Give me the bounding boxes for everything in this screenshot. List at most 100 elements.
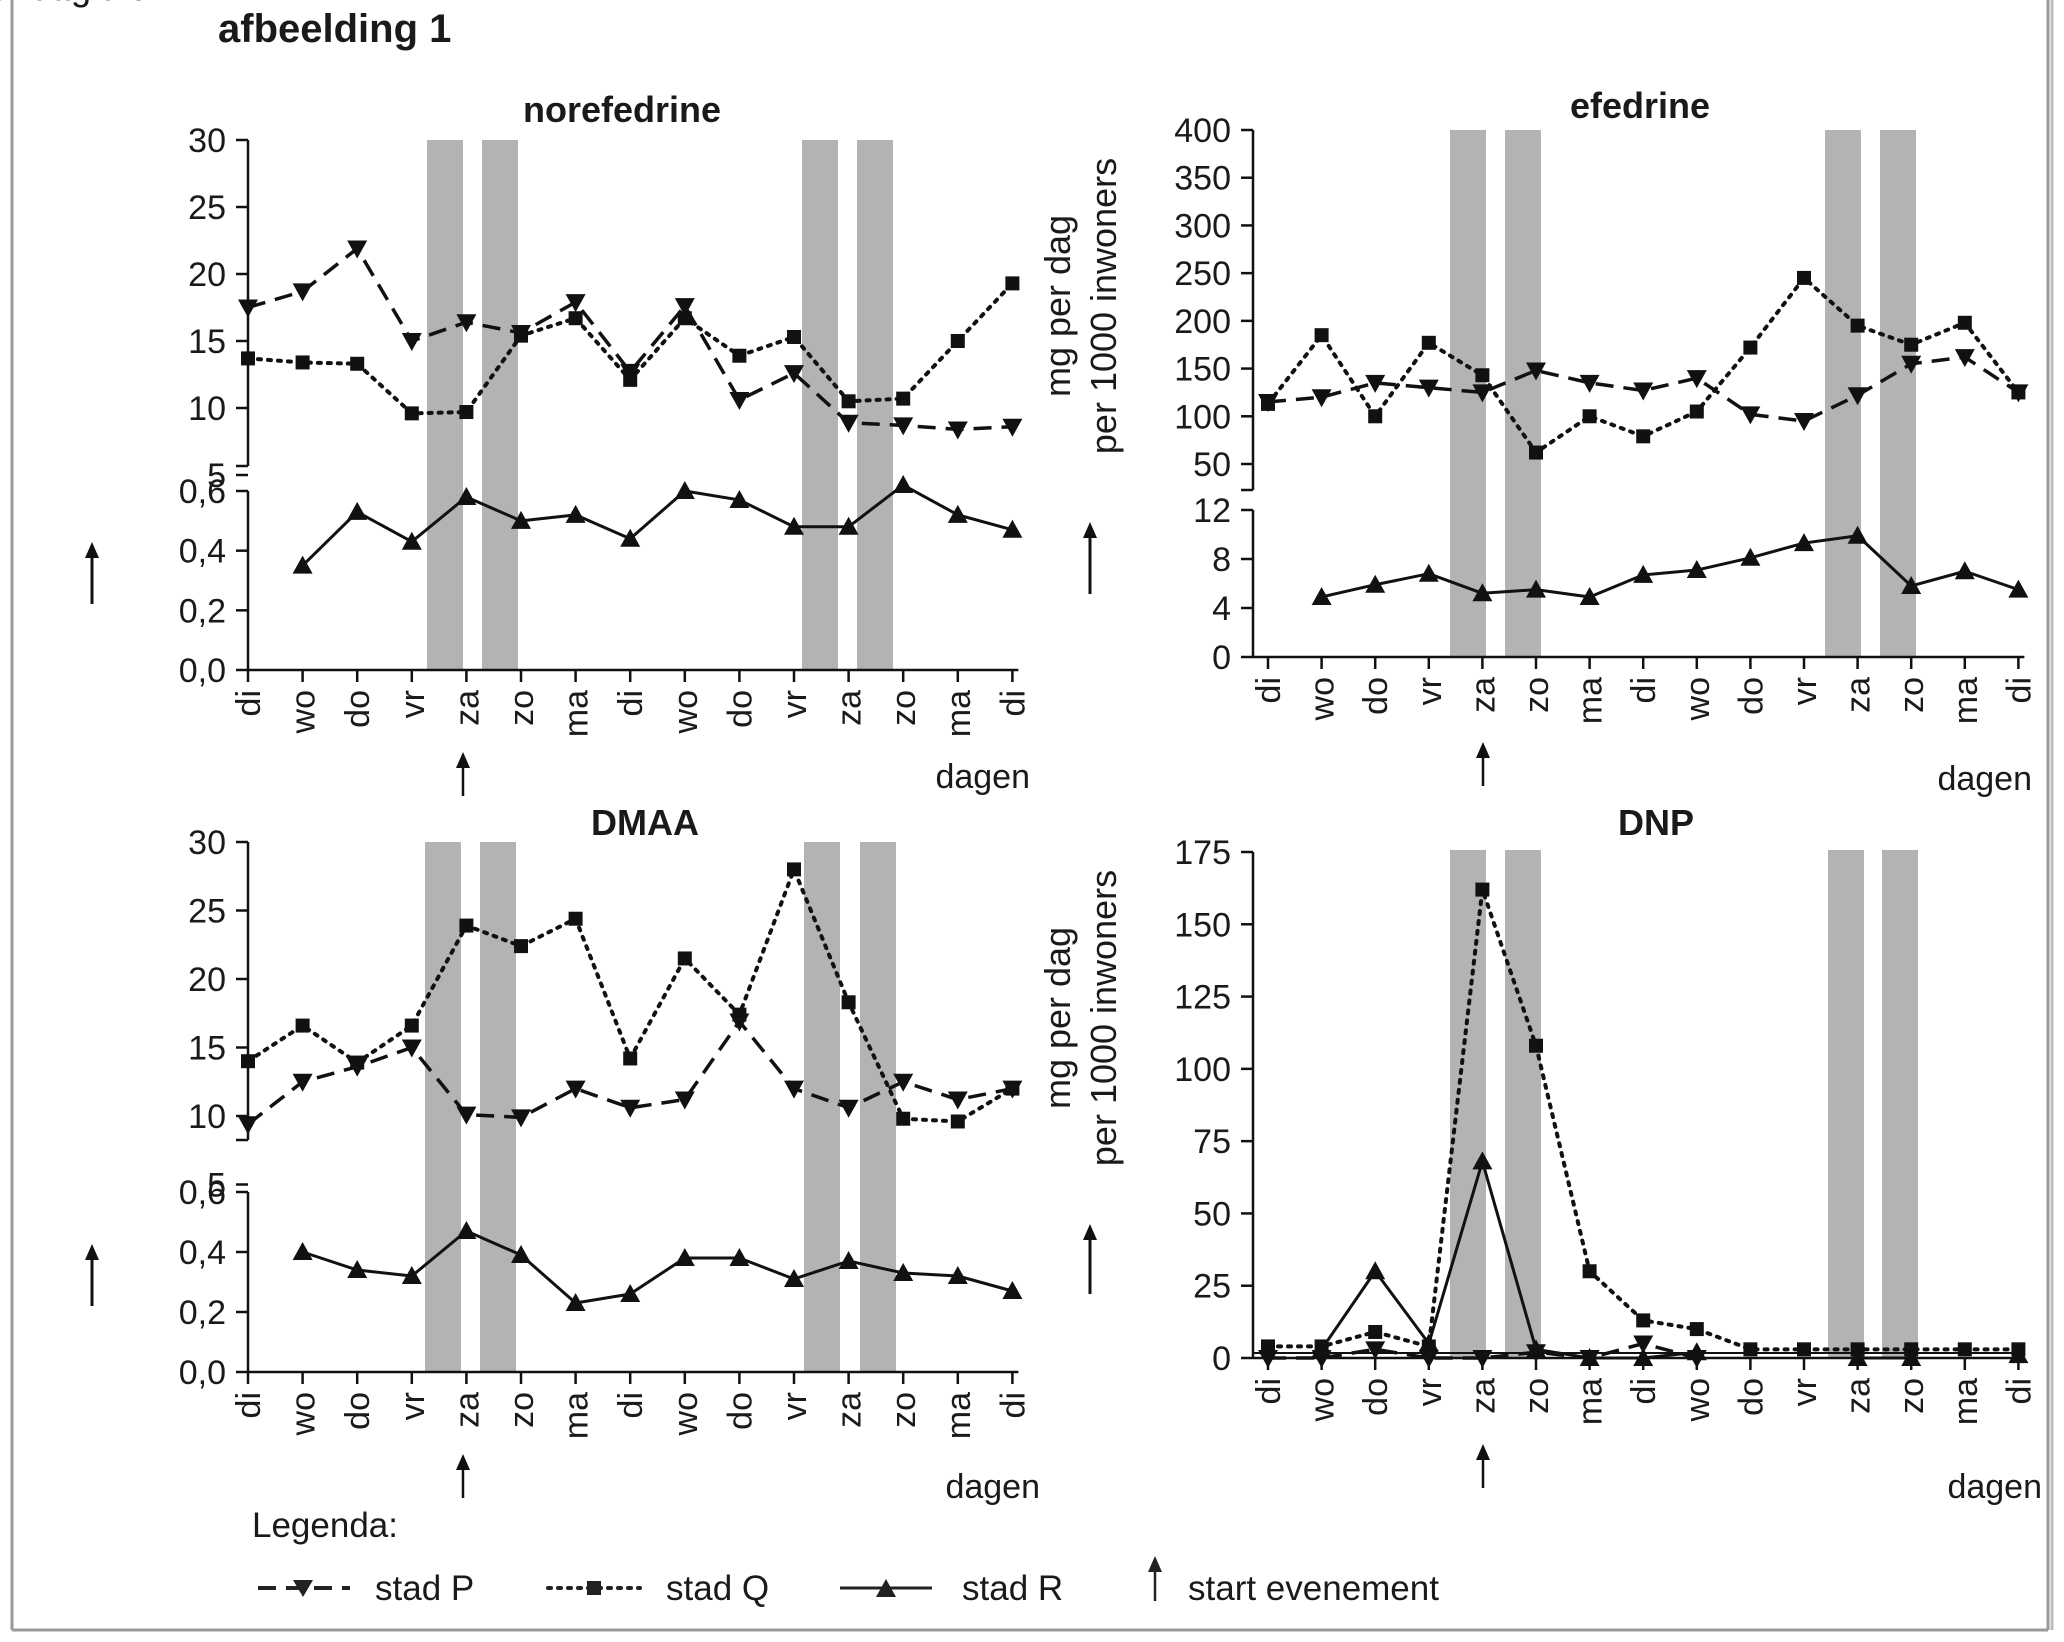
y-tick-label: 25: [1193, 1268, 1231, 1306]
data-point: [729, 489, 750, 508]
weekend-shading-zo: [1505, 130, 1541, 657]
arrow-up-icon: [85, 1244, 99, 1260]
y-tick-label: 150: [1174, 351, 1231, 389]
y-axis-label-line1: mg per dag: [0, 0, 91, 8]
x-tick-label: za: [448, 1392, 486, 1428]
series-stad-R: [1311, 525, 2029, 605]
data-point: [893, 417, 914, 436]
x-tick-label: wo: [1304, 1378, 1342, 1422]
y-tick-label: 5: [207, 457, 226, 495]
y-tick-label: 350: [1174, 160, 1231, 198]
data-point: [1847, 387, 1868, 406]
y-tick-label: 30: [188, 122, 226, 160]
data-point: [238, 299, 258, 318]
y-tick-label: 0,2: [179, 1294, 226, 1332]
data-point: [1475, 368, 1490, 383]
data-point: [1579, 586, 1600, 605]
arrow-up-icon: [1083, 522, 1097, 538]
y-tick-label: 200: [1174, 303, 1231, 341]
legend-marker-up-triangle: [876, 1579, 896, 1597]
data-point: [2011, 385, 2026, 400]
x-tick-label: zo: [1893, 1378, 1931, 1414]
data-point: [1472, 1350, 1493, 1368]
chart-3: DNP mg per dag per 1000 inwoners 175 150 125 1…: [1037, 802, 2042, 1506]
series-stad-P: [1258, 349, 2029, 432]
data-point: [565, 1080, 586, 1099]
data-point: [1005, 1081, 1020, 1096]
x-tick-label: zo: [1518, 1378, 1556, 1414]
data-point: [1526, 579, 1546, 598]
data-point: [1847, 1348, 1868, 1366]
data-point: [1314, 328, 1329, 343]
arrow-up-icon: [85, 542, 99, 558]
data-point: [1579, 1348, 1600, 1366]
x-tick-label: za: [831, 1392, 869, 1428]
data-point: [1526, 362, 1546, 381]
data-point: [456, 1221, 477, 1239]
arrow-up-icon: [1083, 1224, 1097, 1240]
data-point: [1794, 533, 1814, 552]
data-point: [401, 333, 422, 351]
data-point: [1797, 1342, 1811, 1357]
data-point: [459, 918, 474, 933]
weekend-shading-zo: [860, 842, 896, 1372]
data-point: [838, 414, 859, 433]
data-point: [893, 475, 914, 494]
data-point: [1365, 374, 1386, 393]
data-point: [623, 1051, 638, 1066]
x-tick-label: di: [994, 690, 1032, 716]
x-axis-label: dagen: [1947, 1468, 2042, 1506]
data-point: [401, 531, 422, 550]
legend: Legenda: stad P stad Q stad R start even…: [252, 1506, 1439, 1608]
data-point: [347, 240, 368, 259]
data-point: [404, 1018, 419, 1033]
series-stad-Q: [241, 862, 1020, 1129]
data-point: [729, 1248, 750, 1266]
y-axis-label-line1: mg per dag: [1037, 215, 1078, 397]
data-point: [1901, 575, 1922, 594]
x-tick-label: vr: [1786, 1378, 1824, 1406]
data-point: [1421, 335, 1436, 350]
data-point: [1686, 1342, 1707, 1361]
series-line: [246, 1019, 1013, 1126]
x-tick-label: za: [1840, 1378, 1878, 1414]
data-point: [1526, 1339, 1546, 1358]
legend-entry-event: start evenement: [1148, 1556, 1439, 1608]
data-point: [292, 555, 313, 574]
weekend-shading-za: [427, 140, 463, 670]
data-point: [350, 356, 365, 371]
y-tick-label: 100: [1174, 398, 1231, 436]
x-tick-label: ma: [940, 1392, 978, 1439]
data-point: [947, 504, 968, 523]
data-point: [674, 298, 695, 317]
series-line: [1320, 1159, 1697, 1360]
data-point: [1365, 1341, 1386, 1360]
data-point: [1258, 1350, 1278, 1368]
y-tick-label: 300: [1174, 207, 1231, 245]
data-point: [677, 311, 692, 326]
data-point: [838, 1251, 859, 1269]
y-tick-label: 8: [1212, 541, 1231, 579]
data-point: [456, 314, 477, 333]
y-tick-label: 0,4: [179, 1234, 226, 1272]
x-tick-label: ma: [558, 690, 596, 737]
data-point: [784, 516, 804, 535]
y-tick-label: 10: [188, 390, 226, 428]
data-point: [784, 1080, 804, 1099]
x-axis-label: dagen: [935, 758, 1030, 796]
data-point: [1002, 418, 1023, 437]
y-tick-label: 5: [207, 1167, 226, 1205]
data-point: [1261, 1339, 1275, 1354]
data-point: [1368, 1324, 1383, 1339]
x-tick-label: do: [721, 1392, 759, 1430]
data-point: [732, 348, 747, 363]
y-tick-label: 150: [1174, 906, 1231, 944]
arrow-up-icon: [456, 1454, 470, 1470]
legend-marker-down-triangle: [293, 1580, 313, 1597]
arrow-up-icon: [456, 752, 470, 768]
data-point: [238, 1116, 258, 1135]
y-tick-label: 0,0: [179, 1354, 226, 1392]
